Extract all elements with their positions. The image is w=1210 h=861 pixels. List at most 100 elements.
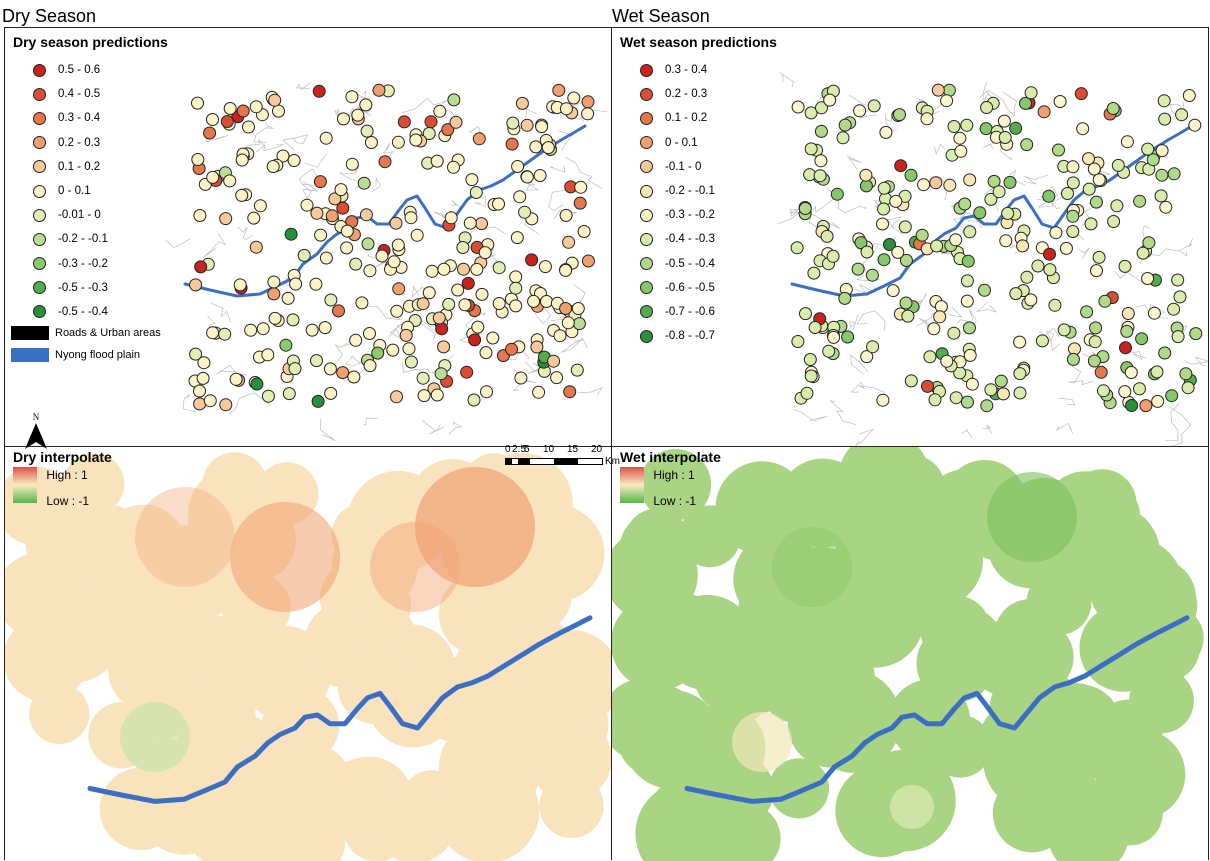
prediction-point bbox=[573, 196, 587, 210]
prediction-point bbox=[505, 342, 518, 356]
interpolation-hotspot bbox=[120, 702, 190, 772]
prediction-point bbox=[219, 212, 233, 226]
road-line bbox=[182, 393, 197, 413]
prediction-point bbox=[877, 202, 891, 216]
prediction-point bbox=[899, 296, 913, 310]
prediction-point bbox=[853, 104, 867, 118]
prediction-point bbox=[279, 338, 293, 352]
road-line bbox=[523, 176, 539, 191]
class-label: -0.4 - -0.3 bbox=[665, 233, 715, 246]
dry-high-label: High : 1 bbox=[46, 468, 88, 482]
prediction-point bbox=[552, 83, 566, 97]
wet-legend-item: -0.4 - -0.3 bbox=[622, 227, 715, 251]
prediction-point bbox=[437, 340, 451, 354]
prediction-point bbox=[883, 238, 896, 251]
prediction-point bbox=[229, 372, 243, 386]
legend-roads: Roads & Urban areas bbox=[11, 322, 161, 344]
prediction-point bbox=[876, 217, 889, 231]
prediction-point bbox=[193, 209, 207, 222]
prediction-point bbox=[889, 194, 903, 208]
road-line bbox=[1168, 405, 1192, 446]
wet-legend-item: -0.5 - -0.4 bbox=[622, 252, 715, 276]
road-line bbox=[846, 155, 862, 170]
prediction-point bbox=[509, 299, 523, 313]
prediction-point bbox=[267, 287, 281, 301]
prediction-point bbox=[867, 99, 881, 113]
interpolation-cell bbox=[694, 610, 787, 703]
prediction-point bbox=[1189, 327, 1203, 341]
prediction-point bbox=[886, 284, 900, 298]
prediction-point bbox=[351, 108, 365, 122]
dry-interpolate-title: Dry interpolate bbox=[13, 449, 112, 465]
road-line bbox=[1128, 350, 1147, 361]
wet-legend-item: -0.8 - -0.7 bbox=[622, 324, 715, 348]
prediction-point bbox=[471, 320, 485, 334]
wet-legend-item: -0.2 - -0.1 bbox=[622, 179, 715, 203]
wet-predictions-title: Wet season predictions bbox=[620, 34, 777, 50]
prediction-point bbox=[1158, 346, 1172, 360]
prediction-point bbox=[314, 228, 328, 242]
wet-legend-item: -0.6 - -0.5 bbox=[622, 276, 715, 300]
wet-gradient-swatch bbox=[620, 467, 644, 503]
prediction-point bbox=[1076, 122, 1090, 136]
prediction-point bbox=[311, 394, 325, 408]
prediction-point bbox=[1009, 287, 1023, 301]
prediction-point bbox=[390, 304, 404, 318]
scale-tick-1: 2.5 bbox=[512, 444, 526, 455]
prediction-point bbox=[954, 144, 968, 158]
class-dot-icon bbox=[640, 87, 653, 101]
prediction-point bbox=[559, 263, 573, 277]
class-dot-icon bbox=[640, 329, 653, 343]
prediction-point bbox=[256, 322, 270, 336]
wet-season-title: Wet Season bbox=[612, 6, 710, 26]
prediction-point bbox=[804, 369, 818, 383]
prediction-point bbox=[1089, 321, 1103, 335]
prediction-point bbox=[841, 330, 855, 344]
interpolation-cell bbox=[527, 716, 611, 801]
interpolation-hotspot bbox=[890, 785, 934, 829]
prediction-point bbox=[235, 188, 249, 202]
prediction-point bbox=[318, 321, 332, 335]
prediction-point bbox=[486, 331, 500, 345]
road-line bbox=[1164, 402, 1180, 442]
prediction-point bbox=[461, 276, 475, 290]
road-line bbox=[448, 421, 463, 435]
prediction-point bbox=[511, 160, 525, 173]
road-line bbox=[934, 143, 946, 155]
prediction-point bbox=[1084, 217, 1098, 231]
prediction-point bbox=[996, 387, 1010, 401]
prediction-point bbox=[1120, 135, 1134, 149]
prediction-point bbox=[963, 348, 977, 362]
prediction-point bbox=[372, 83, 386, 97]
prediction-point bbox=[574, 180, 588, 194]
prediction-point bbox=[960, 294, 974, 308]
prediction-point bbox=[992, 185, 1006, 199]
interpolation-cell bbox=[612, 528, 698, 622]
prediction-point bbox=[577, 225, 591, 238]
prediction-point bbox=[463, 216, 477, 230]
prediction-point bbox=[442, 297, 456, 311]
prediction-point bbox=[940, 354, 954, 368]
prediction-point bbox=[312, 84, 326, 98]
prediction-point bbox=[898, 220, 912, 234]
prediction-point bbox=[530, 340, 544, 354]
prediction-point bbox=[1074, 87, 1088, 101]
dry-interpolate-legend: High : 1 Low : -1 bbox=[13, 467, 89, 509]
prediction-point bbox=[305, 323, 319, 337]
prediction-point bbox=[1066, 176, 1080, 190]
wet-predictions-legend: 0.3 - 0.4 0.2 - 0.3 0.1 - 0.2 0 - 0.1 -0.1 -… bbox=[622, 58, 715, 348]
prediction-point bbox=[949, 233, 963, 247]
prediction-point bbox=[357, 176, 371, 190]
prediction-point bbox=[803, 353, 817, 366]
prediction-point bbox=[877, 253, 891, 267]
prediction-point bbox=[457, 262, 470, 276]
road-line bbox=[564, 156, 603, 189]
prediction-point bbox=[879, 125, 893, 139]
prediction-point bbox=[1154, 189, 1168, 203]
prediction-point bbox=[860, 245, 874, 259]
road-line bbox=[1038, 330, 1060, 351]
prediction-point bbox=[798, 202, 812, 215]
prediction-point bbox=[334, 183, 348, 197]
prediction-point bbox=[363, 264, 377, 278]
prediction-point bbox=[876, 393, 890, 407]
